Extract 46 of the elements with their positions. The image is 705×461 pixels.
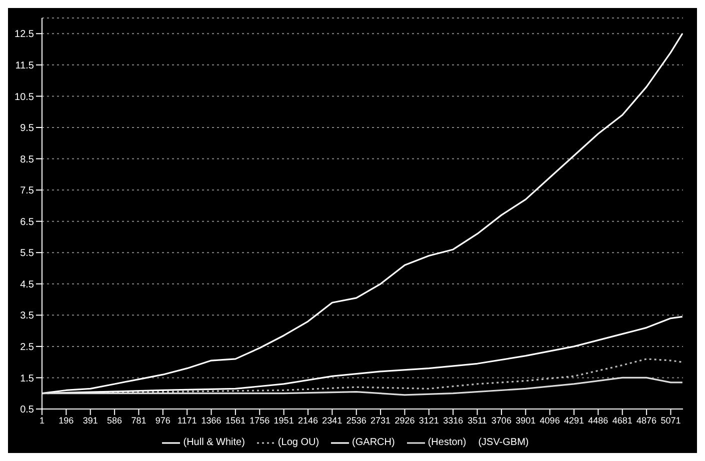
x-tick-label: 2926	[394, 415, 415, 426]
y-tick-label: 10.5	[14, 92, 34, 103]
x-tick-label: 1561	[225, 415, 246, 426]
x-tick-label: 4486	[588, 415, 608, 426]
legend-label: (Log OU)	[278, 437, 320, 448]
y-tick-label: 3.5	[20, 310, 34, 322]
x-tick-label: 3121	[418, 415, 439, 426]
x-tick-label: 4096	[540, 415, 560, 426]
legend-label: (Hull & White)	[183, 437, 245, 448]
x-tick-label: 1756	[250, 415, 270, 426]
x-tick-label: 586	[107, 415, 122, 426]
x-tick-label: 2341	[322, 415, 342, 426]
x-tick-label: 1366	[201, 415, 222, 426]
legend-label: (GARCH)	[352, 437, 395, 448]
x-tick-label: 4876	[636, 415, 657, 426]
y-tick-label: 0.5	[20, 404, 34, 416]
x-tick-label: 2146	[298, 415, 318, 426]
x-tick-label: 3901	[516, 415, 536, 426]
y-tick-label: 1.5	[20, 373, 34, 384]
legend-label: (Heston)	[428, 437, 466, 448]
y-tick-label: 9.5	[20, 123, 34, 134]
x-tick-label: 5071	[660, 415, 681, 426]
x-tick-label: 976	[155, 415, 170, 426]
y-tick-label: 12.5	[14, 29, 34, 40]
x-tick-label: 4291	[564, 415, 584, 426]
x-tick-label: 3706	[491, 415, 512, 426]
text: (JSV-GBM)	[478, 437, 529, 448]
line-series	[42, 376, 683, 396]
y-tick-label: 6.5	[20, 216, 34, 228]
y-tick-label: 4.5	[20, 279, 34, 290]
x-tick-label: 2536	[346, 415, 366, 426]
x-tick-label: 781	[131, 415, 146, 426]
x-tick-label: 1171	[177, 415, 197, 426]
y-tick-label: 2.5	[20, 342, 34, 353]
x-tick-label: 3511	[468, 415, 487, 426]
x-tick-label: 391	[82, 415, 98, 426]
y-tick-label: 7.5	[20, 186, 34, 197]
x-tick-label: 4681	[612, 415, 632, 426]
x-tick-label: 3316	[443, 415, 464, 426]
x-tick-label: 1	[39, 415, 45, 426]
x-tick-label: 196	[58, 415, 74, 426]
y-tick-label: 5.5	[20, 248, 34, 260]
x-tick-label: 1951	[274, 415, 294, 426]
y-tick-label: 8.5	[20, 154, 34, 166]
x-tick-label: 2731	[370, 415, 391, 426]
y-tick-label: 11.5	[15, 60, 34, 72]
